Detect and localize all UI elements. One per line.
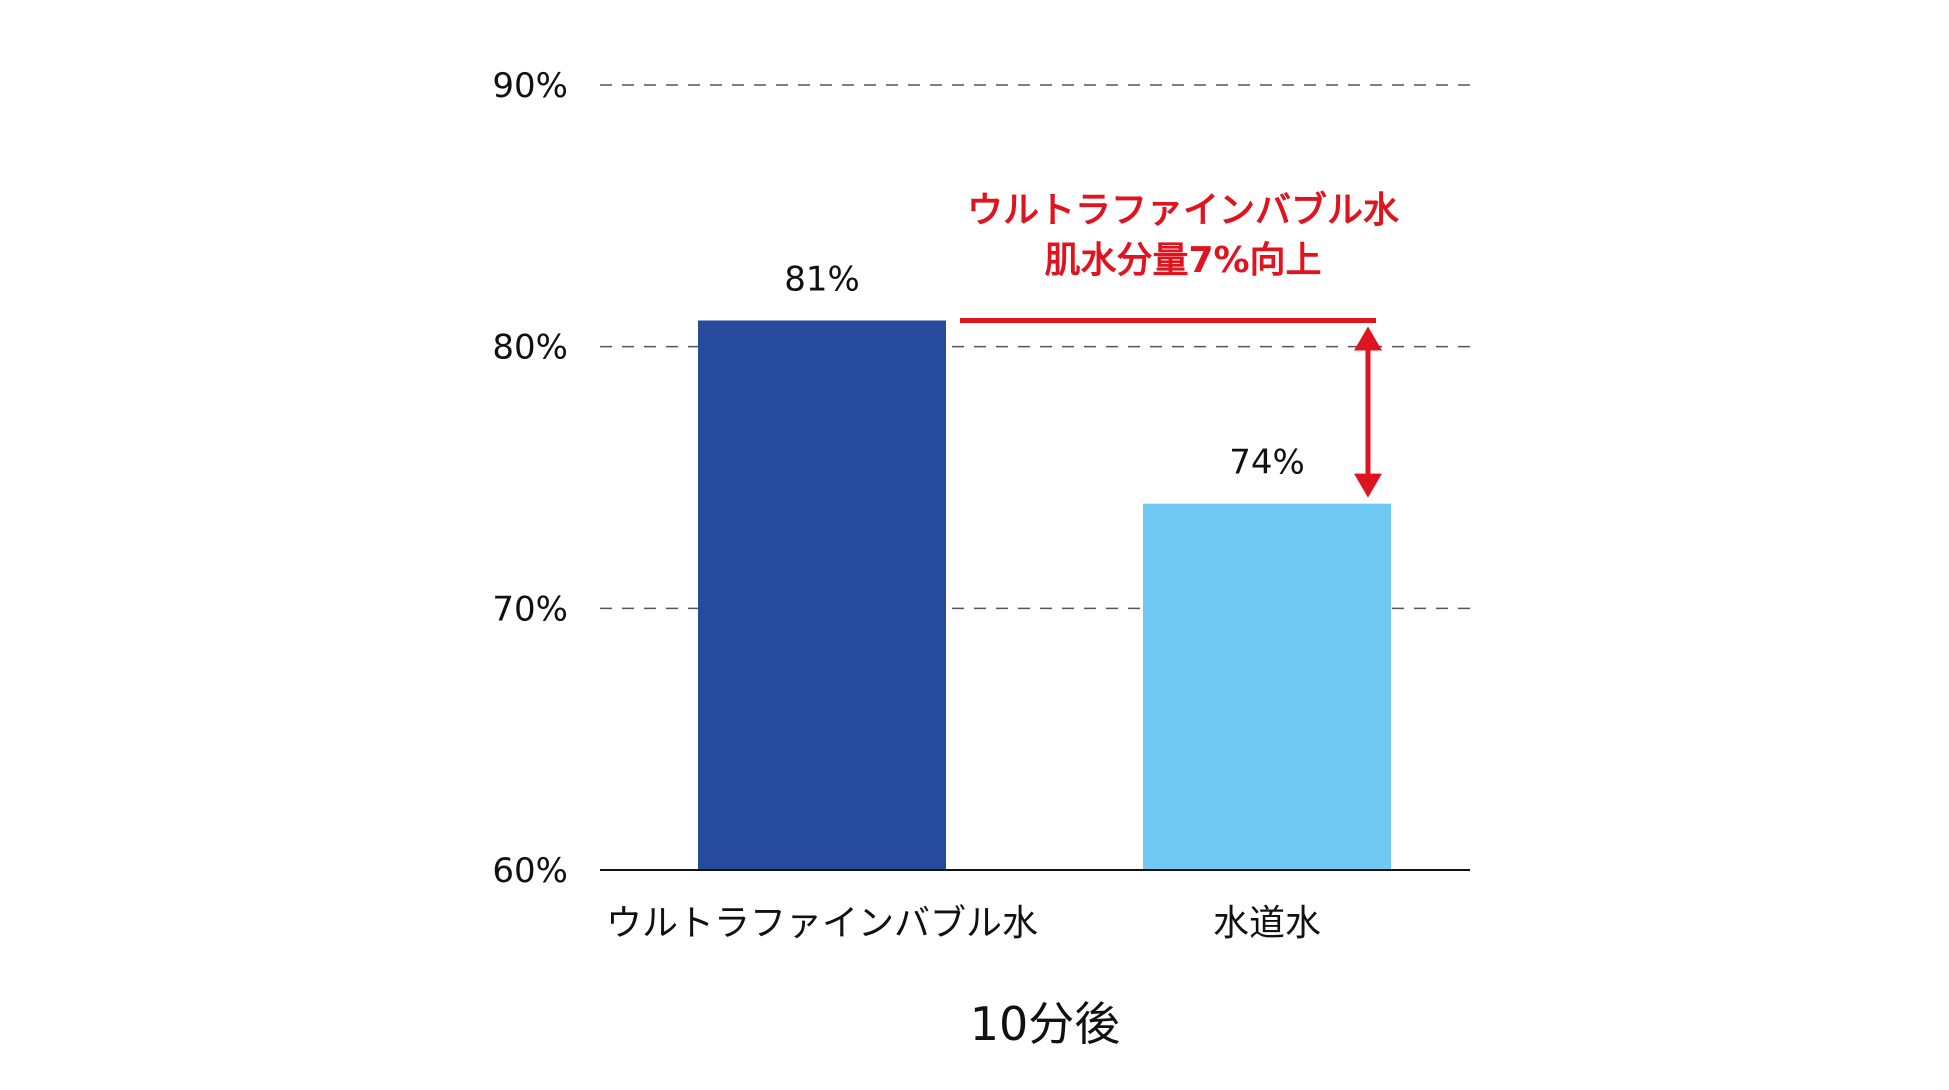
value-labels: 81% 74%: [784, 260, 1305, 483]
y-tick-labels: 60% 70% 80% 90%: [492, 66, 568, 891]
category-labels: ウルトラファインバブル水 水道水: [606, 903, 1321, 944]
y-tick-label: 70%: [492, 589, 568, 629]
bar: [698, 320, 946, 870]
arrow-down-head-icon: [1354, 473, 1382, 498]
bars: [698, 320, 1391, 870]
y-tick-label: 80%: [492, 328, 568, 368]
y-tick-label: 60%: [492, 851, 568, 891]
annotation-text: ウルトラファインバブル水: [967, 189, 1400, 231]
bar: [1143, 503, 1391, 870]
y-tick-label: 90%: [492, 66, 568, 106]
category-label: ウルトラファインバブル水: [606, 903, 1038, 944]
x-axis-title: 10分後: [970, 997, 1121, 1051]
value-label: 74%: [1229, 443, 1305, 483]
value-label: 81%: [784, 260, 860, 300]
category-label: 水道水: [1213, 903, 1321, 944]
annotation-text: 肌水分量7%向上: [1044, 240, 1321, 281]
arrow-up-head-icon: [1354, 326, 1382, 351]
